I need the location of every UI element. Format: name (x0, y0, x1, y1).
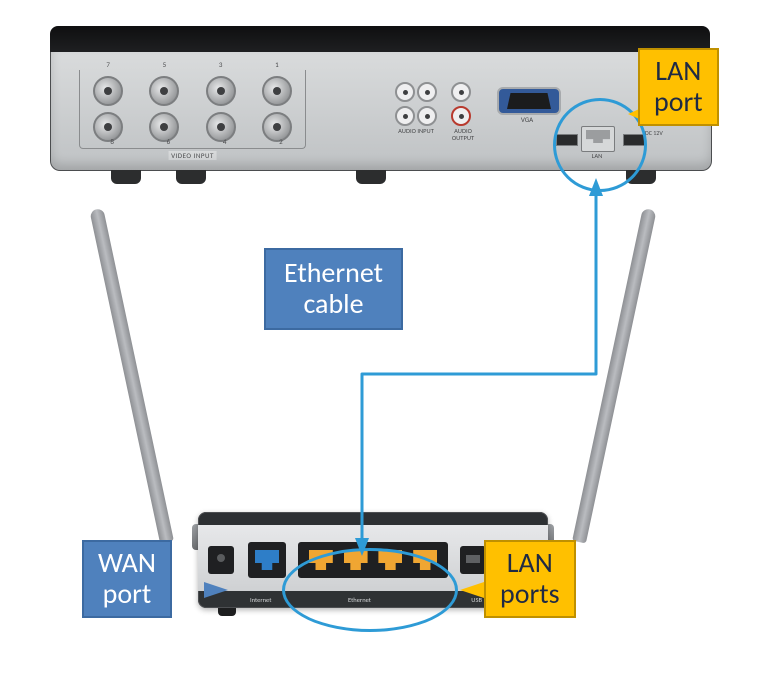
audio-input-col2 (417, 82, 437, 126)
router-reset-button (208, 546, 234, 574)
bnc-num: 8 (110, 137, 114, 146)
bnc-top-numbers: 7 5 3 1 (80, 60, 305, 69)
callout-text: LAN (654, 56, 703, 87)
callout-ethernet-cable: Ethernet cable (264, 248, 403, 330)
dvr-top-cover (50, 26, 710, 52)
bnc-num: 4 (223, 137, 227, 146)
audio-output-col (451, 82, 471, 126)
audio-output-label: AUDIO OUTPUT (443, 128, 483, 141)
router-antenna-left (89, 208, 173, 543)
dvr-foot (176, 170, 206, 184)
rca-port (451, 82, 471, 102)
callout-text: WAN (98, 548, 156, 579)
bnc-num: 7 (106, 60, 110, 69)
callout-text: ports (500, 579, 560, 610)
bnc-port (149, 76, 179, 106)
router-foot (218, 608, 236, 616)
highlight-oval-router-lan (282, 548, 458, 632)
callout-pointer-icon (460, 582, 484, 598)
rca-port (417, 106, 437, 126)
rca-port (395, 106, 415, 126)
bnc-row-top (80, 76, 305, 106)
bnc-num: 1 (275, 60, 279, 69)
router-wan-label: Internet (250, 596, 271, 604)
router-wan-port (248, 542, 286, 578)
bnc-port (262, 76, 292, 106)
bnc-port (206, 76, 236, 106)
vga-label: VGA (497, 115, 557, 124)
bnc-port (93, 76, 123, 106)
rca-port (451, 106, 471, 126)
callout-lan-ports: LAN ports (484, 540, 576, 618)
router-antenna-right (572, 208, 656, 543)
callout-wan-port: WAN port (82, 540, 172, 618)
vga-port (497, 87, 561, 115)
callout-text: cable (284, 289, 383, 320)
router-usb-port (460, 546, 486, 574)
rca-port (417, 82, 437, 102)
bnc-num: 6 (167, 137, 171, 146)
bnc-num: 5 (163, 60, 167, 69)
bnc-bottom-numbers: 8 6 4 2 (80, 137, 313, 146)
rj45-wan-icon (255, 550, 279, 570)
power-label: DC 12V (645, 129, 695, 137)
bnc-video-input-group: 7 5 3 1 8 (79, 70, 306, 149)
bnc-num: 3 (219, 60, 223, 69)
audio-input-label: AUDIO INPUT (393, 128, 439, 135)
rca-port (395, 82, 415, 102)
callout-text: Ethernet (284, 258, 383, 289)
callout-text: port (98, 579, 156, 610)
diagram-canvas: 7 5 3 1 8 (0, 0, 781, 688)
callout-text: LAN (500, 548, 560, 579)
dvr-foot (111, 170, 141, 184)
dvr-foot (356, 170, 386, 184)
video-input-label: VIDEO INPUT (168, 151, 217, 160)
audio-input-col1 (395, 82, 415, 126)
callout-text: port (654, 87, 703, 118)
callout-lan-port: LAN port (638, 48, 719, 126)
bnc-num: 2 (279, 137, 283, 146)
callout-pointer-icon (204, 582, 228, 598)
